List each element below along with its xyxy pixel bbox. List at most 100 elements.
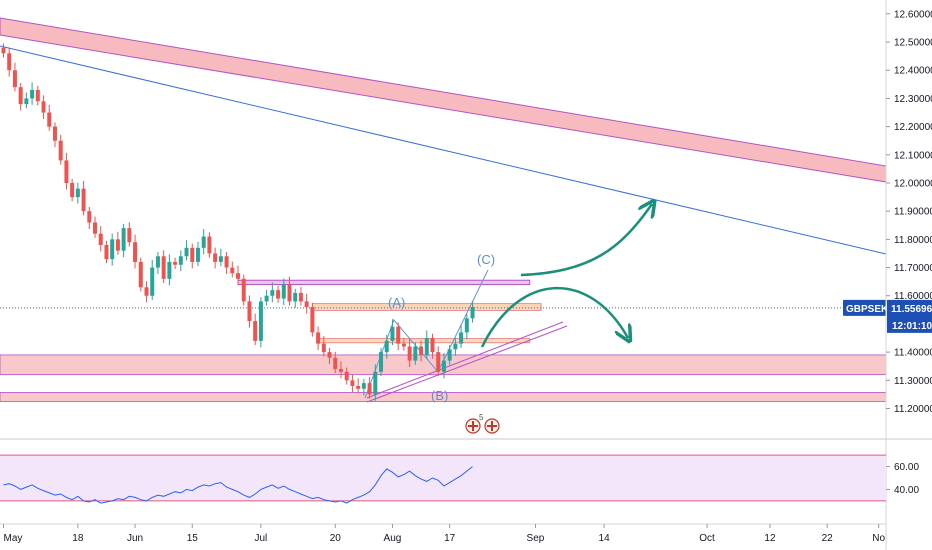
candle[interactable] [338, 361, 343, 379]
candle[interactable] [138, 257, 143, 292]
candle[interactable] [150, 259, 155, 300]
candle[interactable] [436, 346, 441, 377]
candle[interactable] [173, 257, 178, 269]
candle-body [453, 343, 458, 350]
candle[interactable] [430, 333, 435, 359]
candle[interactable] [281, 278, 286, 306]
candle-body [396, 326, 401, 344]
candle[interactable] [224, 252, 229, 275]
candle[interactable] [441, 352, 446, 379]
candle[interactable] [30, 82, 35, 105]
candles-layer [1, 43, 475, 401]
candle[interactable] [379, 347, 384, 377]
candle[interactable] [470, 301, 475, 323]
resistance-zone-low [317, 338, 531, 344]
candle[interactable] [98, 226, 103, 252]
candle[interactable] [453, 337, 458, 356]
candle[interactable] [115, 231, 120, 255]
candle[interactable] [127, 222, 132, 247]
candle[interactable] [155, 252, 160, 275]
candle-body [30, 89, 35, 99]
economic-event-badges[interactable]: 5 [465, 413, 500, 434]
candle[interactable] [58, 134, 63, 165]
candle[interactable] [144, 281, 149, 303]
candle[interactable] [253, 313, 258, 346]
descending-trendline [0, 45, 887, 255]
candle[interactable] [75, 182, 80, 204]
candle[interactable] [447, 345, 452, 365]
candle[interactable] [18, 82, 23, 111]
candle[interactable] [236, 265, 241, 286]
candle[interactable] [356, 378, 361, 393]
candle[interactable] [464, 314, 469, 339]
candle[interactable] [327, 347, 332, 365]
candle[interactable] [1, 43, 6, 58]
candle[interactable] [258, 297, 263, 348]
candle[interactable] [407, 338, 412, 368]
candle[interactable] [350, 374, 355, 393]
candle[interactable] [361, 378, 366, 396]
candle[interactable] [298, 287, 303, 306]
candle[interactable] [333, 351, 338, 374]
candle[interactable] [270, 282, 275, 303]
candle[interactable] [70, 178, 75, 202]
candle-body [464, 318, 469, 333]
candle[interactable] [413, 342, 418, 365]
candle[interactable] [7, 47, 12, 77]
candle[interactable] [81, 181, 86, 216]
candle[interactable] [110, 233, 115, 266]
candle[interactable] [247, 295, 252, 328]
candle[interactable] [207, 232, 212, 258]
candle[interactable] [47, 104, 52, 131]
symbol-tag-bg [843, 299, 886, 316]
candle[interactable] [52, 122, 57, 148]
candle[interactable] [293, 288, 298, 308]
candle[interactable] [213, 247, 218, 269]
candle[interactable] [161, 250, 166, 284]
candle[interactable] [264, 289, 269, 306]
candle[interactable] [93, 216, 98, 238]
candle[interactable] [390, 319, 395, 346]
candle[interactable] [276, 285, 281, 303]
candle[interactable] [373, 364, 378, 401]
candle-body [287, 284, 292, 302]
candle[interactable] [35, 85, 40, 106]
candle[interactable] [310, 302, 315, 337]
candle[interactable] [178, 250, 183, 272]
candle[interactable] [321, 336, 326, 357]
candle[interactable] [87, 206, 92, 229]
candle[interactable] [167, 254, 172, 286]
candle[interactable] [133, 234, 138, 269]
candle[interactable] [241, 274, 246, 306]
candle[interactable] [424, 330, 429, 360]
candle[interactable] [184, 240, 189, 261]
candle[interactable] [24, 92, 29, 109]
resistance-zone-mid [311, 303, 542, 311]
symbol-price-tag[interactable]: GBPSEK 11.55696 12:01:10 [843, 299, 932, 333]
candle[interactable] [384, 334, 389, 359]
candle[interactable] [459, 324, 464, 348]
price-axis[interactable]: 12.60000 12.50000 12.40000 12.30000 12.20000… [886, 9, 932, 415]
candle[interactable] [218, 248, 223, 267]
candle[interactable] [304, 293, 309, 314]
candle[interactable] [287, 276, 292, 306]
candle[interactable] [401, 337, 406, 351]
candle[interactable] [121, 223, 126, 258]
candle[interactable] [201, 228, 206, 255]
candle[interactable] [367, 377, 372, 399]
candle[interactable] [41, 95, 46, 120]
candle[interactable] [396, 322, 401, 351]
candle[interactable] [64, 152, 69, 190]
candle[interactable] [12, 62, 17, 92]
time-axis[interactable]: May 18 Jun 15 Jul 20 Aug 17 Sep 14 Oct 12 22 No [3, 524, 886, 544]
candle[interactable] [344, 367, 349, 385]
candle[interactable] [316, 326, 321, 351]
candle[interactable] [190, 243, 195, 269]
candle[interactable] [419, 340, 424, 362]
candle-body [430, 338, 435, 353]
candle[interactable] [104, 240, 109, 264]
candle-body [218, 256, 223, 262]
candle[interactable] [230, 261, 235, 278]
candle[interactable] [195, 241, 200, 267]
